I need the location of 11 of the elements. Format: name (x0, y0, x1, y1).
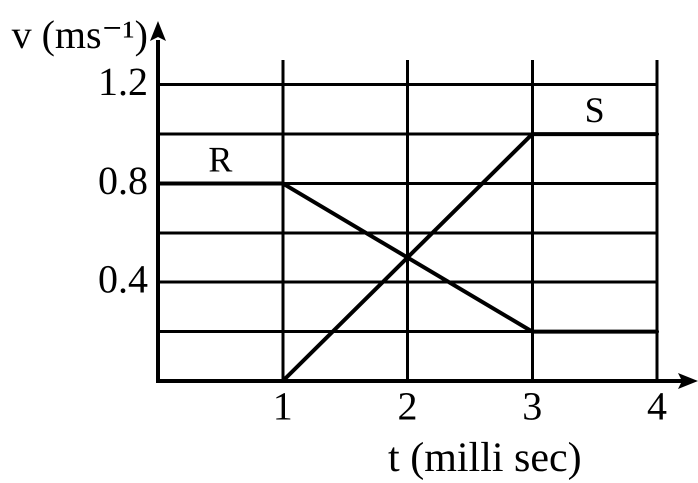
y-tick-label: 0.4 (98, 256, 148, 302)
y-tick-label: 1.2 (98, 59, 148, 104)
x-tick-label: 4 (647, 384, 667, 428)
x-tick-label: 3 (522, 384, 542, 428)
x-tick-label: 1 (272, 384, 293, 428)
series-label: R (208, 139, 232, 180)
x-tick-label: 2 (398, 384, 418, 428)
series-label: S (584, 90, 605, 130)
y-tick-label: 0.8 (98, 158, 148, 203)
y-axis-title: v (ms⁻¹) (12, 12, 148, 57)
x-axis-title: t (milli sec) (388, 435, 582, 481)
